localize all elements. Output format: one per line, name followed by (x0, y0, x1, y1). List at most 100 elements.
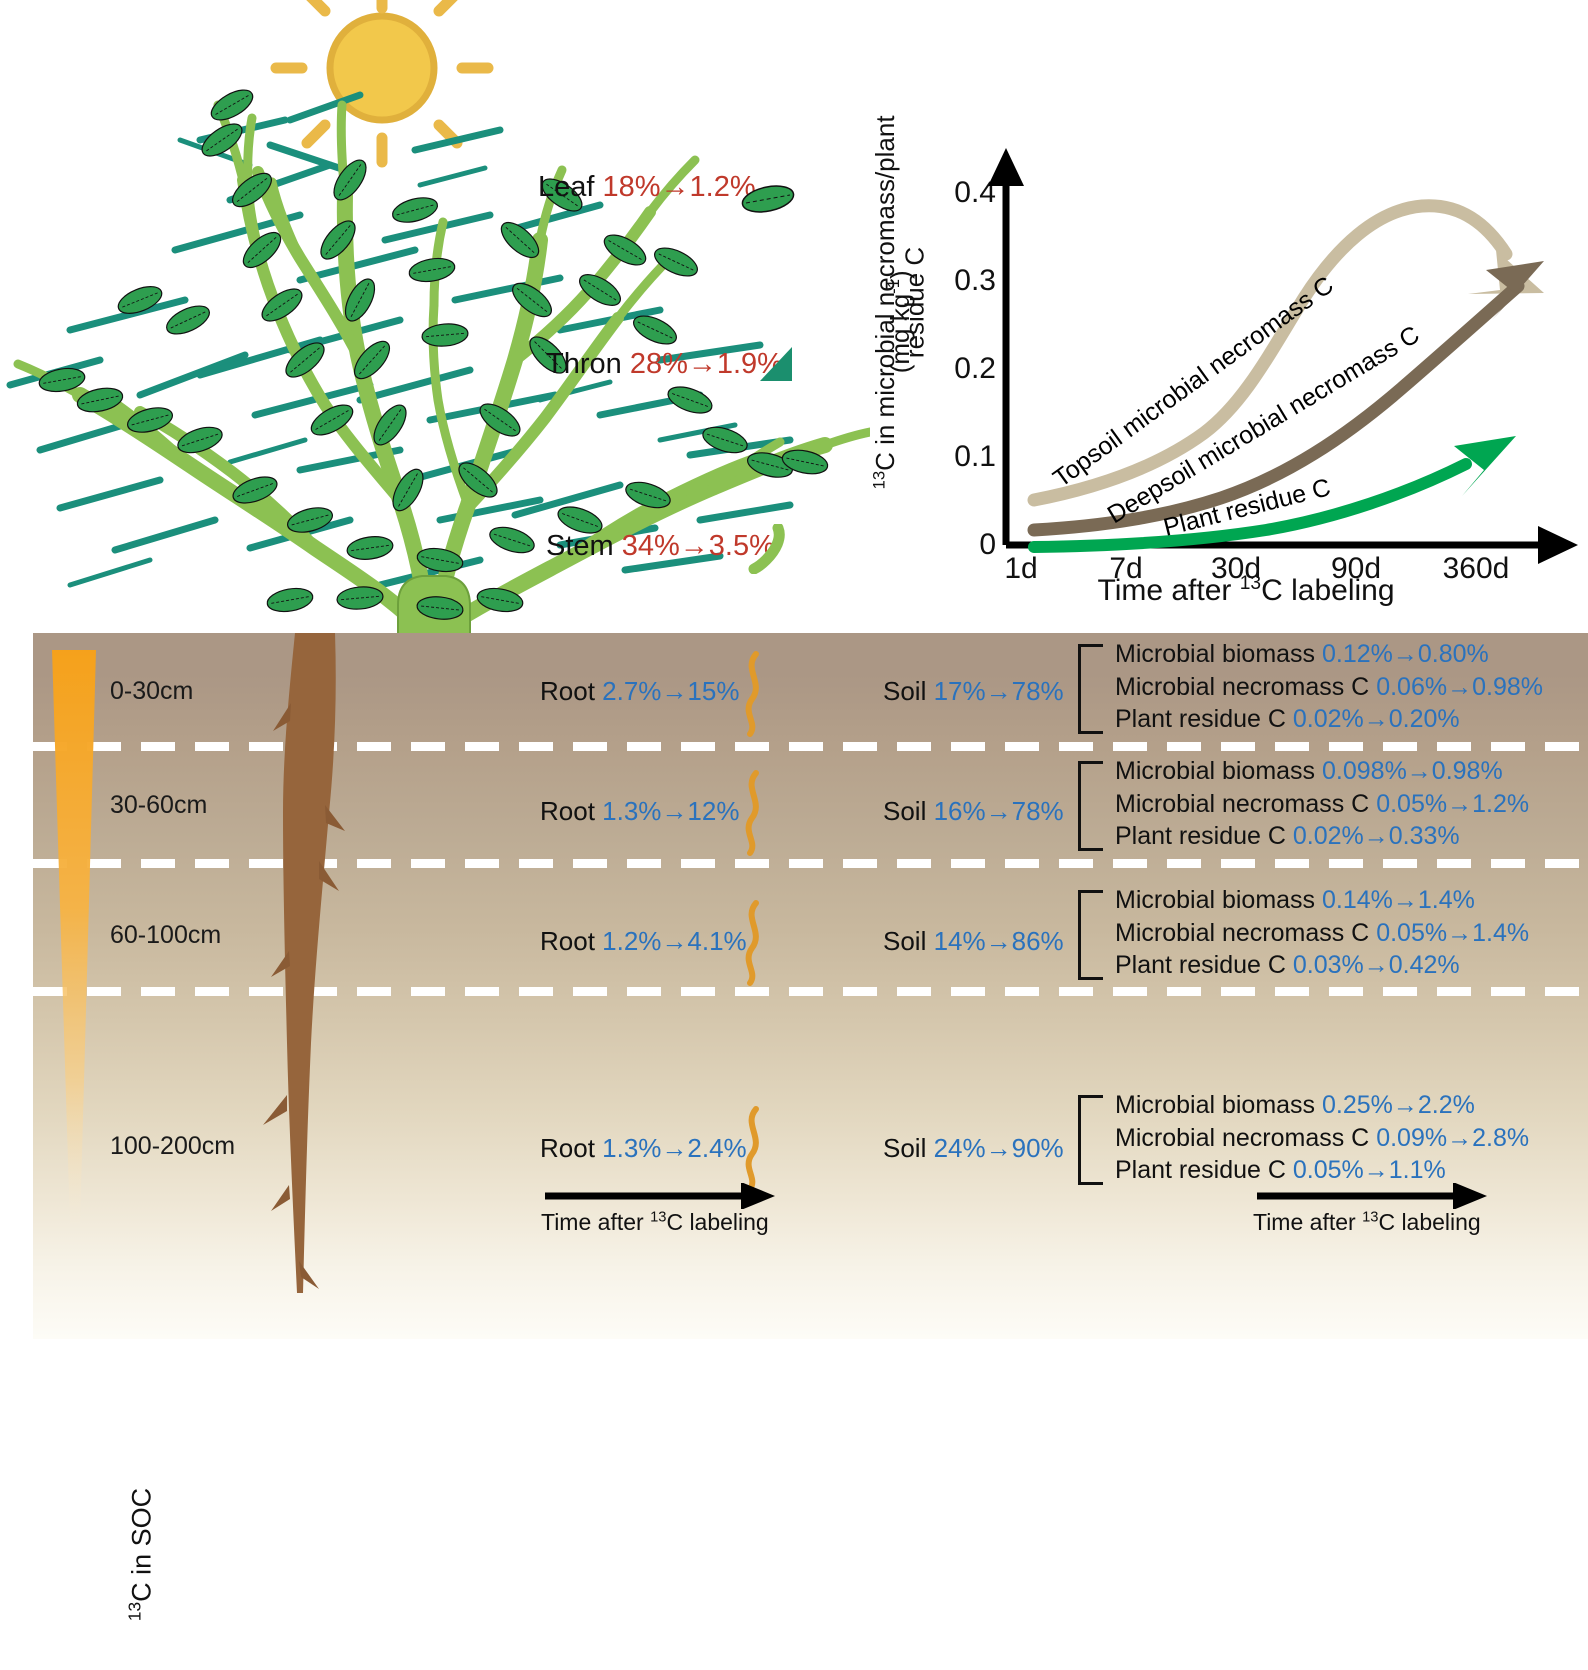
part-name-leaf: Leaf (538, 171, 595, 203)
soil-label-60-100cm: Soil (883, 926, 927, 956)
detail-line: Microbial biomass 0.25%→2.2% (1115, 1089, 1529, 1122)
part-label-thron: Thron 28%→1.9% (546, 348, 783, 381)
detail-label: Microbial necromass C (1115, 1123, 1370, 1152)
y-axis-arrowhead (988, 148, 1024, 186)
thorn-icon (760, 347, 792, 381)
time-label-prefix: Time after (1253, 1209, 1363, 1235)
depth-label-100-200cm: 100-200cm (110, 1132, 236, 1160)
soil-row-60-100cm: Soil 14%→86% (883, 926, 1064, 957)
leaf-icon (741, 185, 795, 213)
xlabel-sup: 13 (1239, 573, 1262, 594)
xtick-1d: 1d (1004, 552, 1038, 585)
root-label-100-200cm: Root (540, 1133, 595, 1163)
soil-row-30-60cm: Soil 16%→78% (883, 796, 1064, 827)
depth-label-0-30cm: 0-30cm (110, 677, 194, 705)
part-label-stem: Stem 34%→3.5% (546, 530, 775, 563)
depth-label-60-100cm: 60-100cm (110, 921, 222, 949)
soil-divider-60cm (33, 859, 1588, 868)
detail-values: 0.05%→1.2% (1376, 789, 1530, 818)
soil-values-60-100cm: 14%→86% (933, 926, 1064, 956)
soil-values-0-30cm: 17%→78% (933, 676, 1064, 706)
root-label-0-30cm: Root (540, 676, 595, 706)
stem-icon (748, 524, 785, 574)
detail-values: 0.05%→1.4% (1376, 918, 1530, 947)
part-label-leaf: Leaf 18%→1.2% (538, 171, 756, 204)
xlabel-suffix: C labeling (1261, 574, 1395, 607)
root-label-30-60cm: Root (540, 796, 595, 826)
chart-xlabel: Time after 13C labeling (1016, 573, 1476, 608)
ytick-0.3: 0.3 (954, 264, 996, 297)
root-squiggle-60-100cm (745, 900, 759, 986)
part-values-leaf: 18%→1.2% (602, 171, 756, 203)
details-0-30cm: Microbial biomass 0.12%→0.80% Microbial … (1115, 638, 1543, 736)
xtick-360d: 360d (1442, 552, 1510, 585)
detail-line: Plant residue C 0.02%→0.20% (1115, 703, 1543, 736)
soil-values-100-200cm: 24%→90% (933, 1133, 1064, 1163)
detail-line: Plant residue C 0.05%→1.1% (1115, 1154, 1529, 1187)
soil-divider-100cm (33, 987, 1588, 996)
time-arrow-label-detail: Time after 13C labeling (1253, 1209, 1481, 1236)
root-label-60-100cm: Root (540, 926, 595, 956)
detail-label: Microbial necromass C (1115, 918, 1370, 947)
soc-label-text: C in SOC (126, 1487, 157, 1602)
root-squiggle-30-60cm (745, 770, 759, 856)
detail-label: Plant residue C (1115, 705, 1286, 733)
soc-label: 13C in SOC (125, 1440, 158, 1670)
xtick-7d: 7d (1109, 552, 1143, 585)
thorns (6, 91, 794, 589)
root-values-30-60cm: 1.3%→12% (602, 796, 740, 826)
detail-label: Microbial necromass C (1115, 672, 1370, 701)
soil-row-100-200cm: Soil 24%→90% (883, 1133, 1064, 1164)
taproot (263, 633, 345, 1293)
plant-svg (6, 0, 875, 661)
soil-row-0-30cm: Soil 17%→78% (883, 676, 1064, 707)
ytick-0.4: 0.4 (954, 176, 996, 209)
part-name-thron: Thron (546, 348, 622, 380)
bracket-60-100cm (1078, 890, 1103, 980)
part-name-stem: Stem (546, 530, 614, 562)
chart-svg: Topsoil microbial necromass C Deepsoil m… (988, 148, 1578, 564)
soil-profile: 13C in SOC 0-30cm Root 2.7%→15% Soil 17%… (33, 633, 1588, 1621)
ytick-0: 0 (979, 528, 996, 561)
root-squiggle-0-30cm (745, 651, 759, 737)
series-plant-residue (1028, 436, 1516, 553)
part-values-thron: 28%→1.9% (629, 348, 783, 380)
detail-values: 0.098%→0.98% (1322, 757, 1503, 785)
time-label-sup: 13 (1362, 1209, 1379, 1226)
detail-line: Microbial necromass C 0.05%→1.2% (1115, 788, 1529, 821)
details-100-200cm: Microbial biomass 0.25%→2.2% Microbial n… (1115, 1089, 1529, 1187)
figure-canvas: Leaf 18%→1.2% Thron 28%→1.9% Stem 34%→3.… (6, 0, 1588, 1621)
time-arrow-label-root: Time after 13C labeling (541, 1209, 769, 1236)
root-values-0-30cm: 2.7%→15% (602, 676, 740, 706)
detail-label: Microbial biomass (1115, 1091, 1316, 1119)
detail-line: Microbial necromass C 0.06%→0.98% (1115, 671, 1543, 704)
detail-label: Microbial necromass C (1115, 789, 1370, 818)
ytick-0.2: 0.2 (954, 352, 996, 385)
time-label-suffix: C labeling (1378, 1209, 1481, 1235)
detail-values: 0.14%→1.4% (1322, 886, 1475, 914)
root-values-100-200cm: 1.3%→2.4% (602, 1133, 747, 1163)
xtick-30d: 30d (1210, 552, 1262, 585)
soil-divider-30cm (33, 742, 1588, 751)
time-label-suffix: C labeling (666, 1209, 769, 1235)
bracket-100-200cm (1078, 1095, 1103, 1185)
soil-label-100-200cm: Soil (883, 1133, 927, 1163)
part-values-stem: 34%→3.5% (621, 530, 775, 562)
ytick-0.1: 0.1 (954, 440, 996, 473)
details-30-60cm: Microbial biomass 0.098%→0.98% Microbial… (1115, 755, 1529, 853)
root-squiggle-100-200cm (745, 1106, 759, 1192)
detail-line: Microbial necromass C 0.09%→2.8% (1115, 1122, 1529, 1155)
root-row-60-100cm: Root 1.2%→4.1% (540, 926, 747, 957)
detail-line: Plant residue C 0.03%→0.42% (1115, 949, 1529, 982)
time-arrow-root (545, 1183, 775, 1209)
detail-label: Microbial biomass (1115, 640, 1316, 668)
root-row-30-60cm: Root 1.3%→12% (540, 796, 739, 827)
detail-line: Microbial necromass C 0.05%→1.4% (1115, 917, 1529, 950)
xtick-90d: 90d (1330, 552, 1382, 585)
time-arrow-detail (1257, 1183, 1487, 1209)
soc-label-sup: 13 (124, 1601, 145, 1622)
details-60-100cm: Microbial biomass 0.14%→1.4% Microbial n… (1115, 884, 1529, 982)
bracket-30-60cm (1078, 761, 1103, 851)
detail-label: Microbial biomass (1115, 757, 1316, 785)
detail-values: 0.25%→2.2% (1322, 1091, 1475, 1119)
